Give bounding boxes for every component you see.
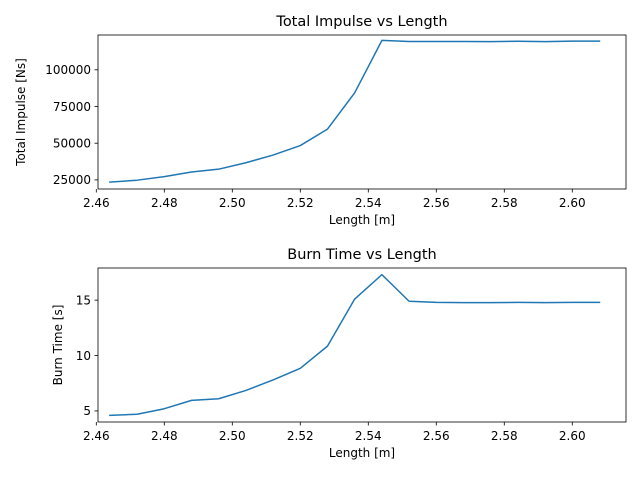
chart-title: Burn Time vs Length — [287, 247, 437, 263]
x-tick-label: 2.56 — [423, 196, 450, 210]
x-tick-label: 2.58 — [491, 196, 518, 210]
x-tick-label: 2.48 — [151, 429, 178, 443]
x-tick-label: 2.50 — [219, 429, 246, 443]
x-tick-label: 2.52 — [287, 429, 314, 443]
x-tick-label: 2.54 — [355, 429, 382, 443]
y-tick-label: 75000 — [53, 100, 91, 114]
x-tick-label: 2.48 — [151, 196, 178, 210]
x-axis-label: Length [m] — [329, 213, 395, 227]
x-tick-label: 2.60 — [559, 196, 586, 210]
x-tick-label: 2.52 — [287, 196, 314, 210]
series-line — [109, 39, 601, 183]
y-tick-label: 15 — [76, 293, 91, 307]
axes-frame — [97, 267, 627, 423]
y-axis-label: Burn Time [s] — [51, 305, 65, 386]
x-axis-label: Length [m] — [329, 446, 395, 460]
axes-frame — [97, 34, 627, 190]
x-tick-label: 2.50 — [219, 196, 246, 210]
chart-panel-2: 2.46 2.48 2.50 2.52 2.54 2.56 2.58 2.60 5 10 15 Bur… — [51, 247, 627, 460]
y-axis-label: Total Impulse [Ns] — [14, 58, 28, 167]
chart-title: Total Impulse vs Length — [275, 14, 447, 30]
series-line — [109, 273, 601, 417]
y-tick-label: 50000 — [53, 136, 91, 150]
x-tick-label: 2.58 — [491, 429, 518, 443]
y-tick-label: 10 — [76, 349, 91, 363]
chart-panel-1: 2.46 2.48 2.50 2.52 2.54 2.56 2.58 2.60 25000 500… — [14, 14, 627, 227]
x-tick-label: 2.46 — [83, 196, 110, 210]
y-tick-label: 100000 — [45, 63, 91, 77]
x-tick-label: 2.56 — [423, 429, 450, 443]
x-tick-label: 2.46 — [83, 429, 110, 443]
y-tick-label: 5 — [83, 404, 91, 418]
y-tick-label: 25000 — [53, 173, 91, 187]
x-tick-label: 2.60 — [559, 429, 586, 443]
x-tick-label: 2.54 — [355, 196, 382, 210]
